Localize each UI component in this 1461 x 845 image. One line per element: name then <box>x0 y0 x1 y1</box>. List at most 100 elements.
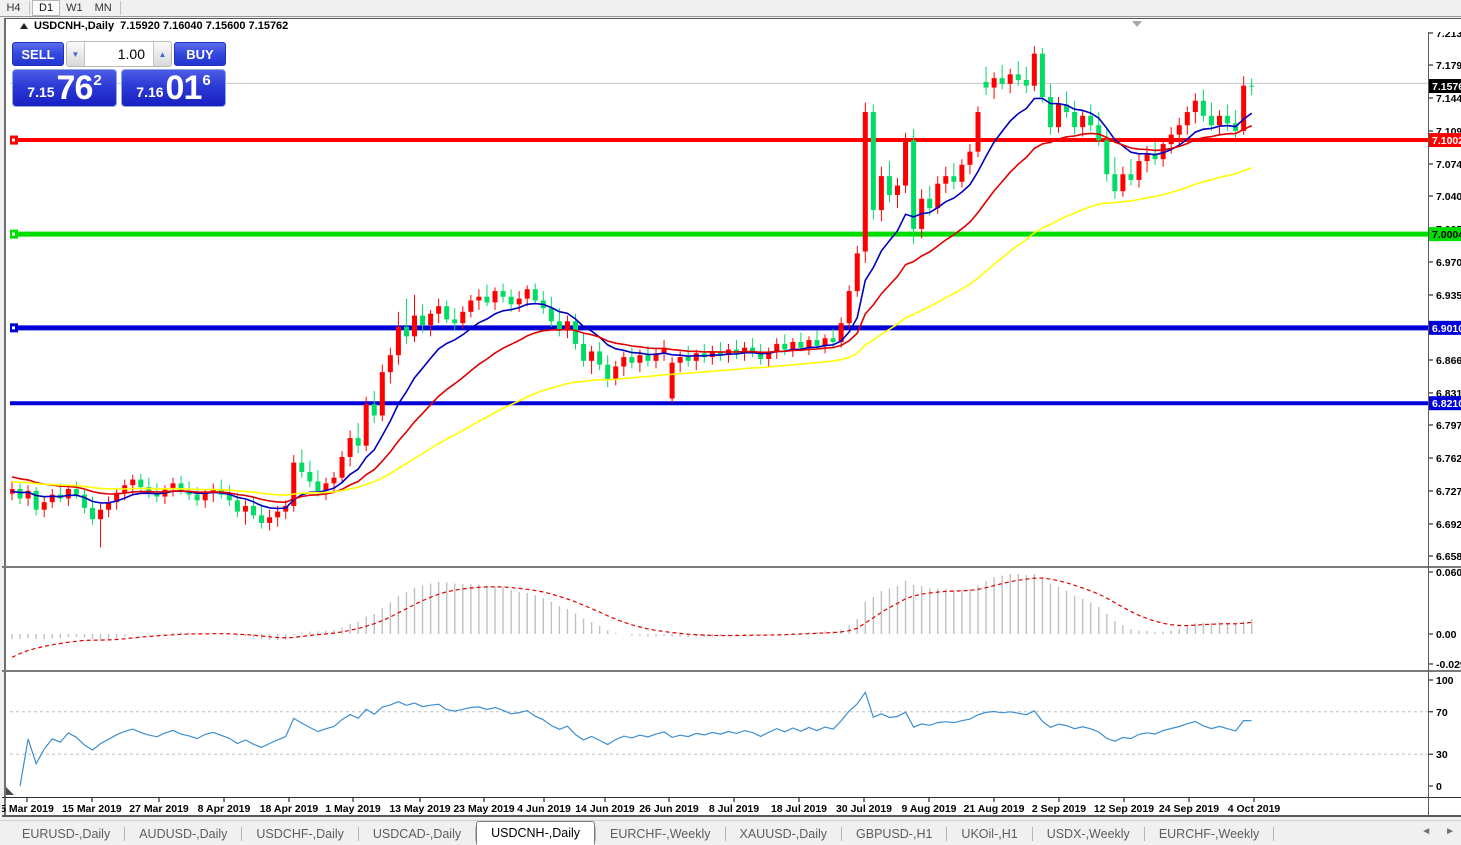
candle-body <box>975 112 981 152</box>
candle-body <box>146 487 152 493</box>
toolbar-separator <box>119 1 121 15</box>
candle-body <box>1072 112 1078 128</box>
candle-body <box>251 505 256 516</box>
candle-body <box>379 372 385 416</box>
candle-body <box>999 78 1005 84</box>
candle-body <box>870 112 876 211</box>
tab-separator <box>1031 827 1033 841</box>
buy-button[interactable]: BUY <box>174 42 226 66</box>
candle-body <box>25 490 31 499</box>
timeframe-toolbar: H4 D1 W1 MN <box>0 0 1461 17</box>
time-tick-label: 9 Aug 2019 <box>901 803 956 815</box>
macd-tick-label: -0.029064 <box>1436 659 1461 671</box>
candle-body <box>1128 174 1134 180</box>
tab-separator <box>1143 827 1145 841</box>
chart-tab-usdx-weekly[interactable]: USDX-,Weekly <box>1046 827 1130 841</box>
time-tick-label: 18 Jul 2019 <box>771 803 827 815</box>
pane-marker-icon <box>1132 21 1142 27</box>
tab-scroll-left-icon[interactable]: ◄ <box>1421 826 1432 837</box>
level-line-handle[interactable] <box>9 229 18 239</box>
candle-body <box>1160 144 1166 160</box>
ask-price-box[interactable]: 7.16 01 6 <box>121 69 226 107</box>
candle-body <box>1152 153 1158 160</box>
candle-body <box>162 488 168 497</box>
sell-button[interactable]: SELL <box>12 42 64 66</box>
candle-body <box>403 326 409 337</box>
level-line-handle[interactable] <box>9 135 18 145</box>
candle-body <box>178 483 184 491</box>
tab-scroll-right-icon[interactable]: ► <box>1445 826 1455 837</box>
level-line-handle[interactable] <box>9 323 18 333</box>
chart-tab-audusd-daily[interactable]: AUDUSD-,Daily <box>139 827 228 841</box>
candle-body <box>991 78 997 88</box>
chart-tab-ukoil-h1[interactable]: UKOil-,H1 <box>961 827 1018 841</box>
price-axis-border <box>1428 31 1429 815</box>
chart-tab-usdcnh-daily[interactable]: USDCNH-,Daily <box>476 821 596 845</box>
time-tick-label: 12 Sep 2019 <box>1094 803 1154 815</box>
candle-body <box>581 343 587 361</box>
candle-body <box>347 438 353 457</box>
chart-symbol-label: USDCNH-,Daily <box>34 19 115 32</box>
candle-body <box>355 438 361 446</box>
time-tick-label: 13 May 2019 <box>389 803 450 815</box>
chart-title-bar: USDCNH-,Daily 7.15920 7.16040 7.15600 7.… <box>6 19 1461 32</box>
candle-body <box>1241 85 1247 131</box>
timeframe-button-w1[interactable]: W1 <box>66 2 83 14</box>
rsi-tick-label: 100 <box>1436 675 1454 687</box>
candle-body <box>1056 104 1061 128</box>
candle-body <box>943 176 949 184</box>
candle-body <box>90 507 95 520</box>
time-axis: 5 Mar 2019 15 Mar 2019 27 Mar 2019 8 Apr 20… <box>2 798 1280 815</box>
candle-body <box>242 505 248 512</box>
candle-body <box>524 289 530 299</box>
chart-window[interactable]: USDCNH-,Daily 7.15920 7.16040 7.15600 7.… <box>2 18 1461 817</box>
candle-body <box>516 298 522 305</box>
candle-body <box>1015 74 1021 81</box>
chart-tab-xauusd-daily[interactable]: XAUUSD-,Daily <box>739 827 828 841</box>
time-tick-label: 27 Mar 2019 <box>129 803 189 815</box>
collapse-triangle-icon[interactable] <box>20 22 28 29</box>
bid-price-box[interactable]: 7.15 76 2 <box>12 69 117 107</box>
bid-price-pipette: 2 <box>93 72 102 89</box>
candle-body <box>886 176 892 195</box>
price-badge <box>1429 320 1461 335</box>
tab-scroll-controls: ◄ ► <box>1421 827 1455 837</box>
candle-body <box>1200 100 1206 116</box>
candle-body <box>1047 96 1053 128</box>
volume-input[interactable] <box>84 42 154 66</box>
candle-body <box>564 321 570 331</box>
candle-body <box>822 338 828 346</box>
timeframe-button-d1[interactable]: D1 <box>32 0 61 16</box>
price-tick-label: 6.65890 <box>1436 551 1461 563</box>
candle-body <box>645 355 651 361</box>
candle-body <box>41 502 47 510</box>
candle-body <box>371 404 377 416</box>
window-bottom-border <box>2 815 1461 817</box>
candle-body <box>436 306 442 314</box>
volume-stepper: ▼ ▲ <box>66 41 172 67</box>
pane-resize-grip[interactable] <box>6 787 14 795</box>
candle-body <box>98 509 104 520</box>
candle-body <box>605 364 611 380</box>
chart-tab-eurusd-daily[interactable]: EURUSD-,Daily <box>22 827 111 841</box>
chart-tab-usdchf-daily[interactable]: USDCHF-,Daily <box>256 827 344 841</box>
time-tick-label: 2 Sep 2019 <box>1032 803 1086 815</box>
volume-increase-button[interactable]: ▲ <box>154 42 171 66</box>
candle-body <box>267 517 273 523</box>
candle-body <box>315 481 321 491</box>
candle-body <box>122 485 128 493</box>
chart-tab-gbpusd-h1[interactable]: GBPUSD-,H1 <box>856 827 933 841</box>
chart-tab-eurchf-weekly[interactable]: EURCHF-,Weekly <box>610 827 711 841</box>
candle-body <box>154 492 160 497</box>
volume-decrease-button[interactable]: ▼ <box>67 42 84 66</box>
timeframe-button-h4[interactable]: H4 <box>6 2 21 14</box>
chart-tab-eurchf-weekly[interactable]: EURCHF-,Weekly <box>1158 827 1260 841</box>
timeframe-button-mn[interactable]: MN <box>94 2 112 14</box>
price-tick-label: 7.14490 <box>1436 93 1461 105</box>
candle-body <box>790 341 796 350</box>
chart-tab-usdcad-daily[interactable]: USDCAD-,Daily <box>372 827 462 841</box>
price-tick-label: 6.83190 <box>1436 388 1461 400</box>
candle-body <box>1225 115 1231 124</box>
